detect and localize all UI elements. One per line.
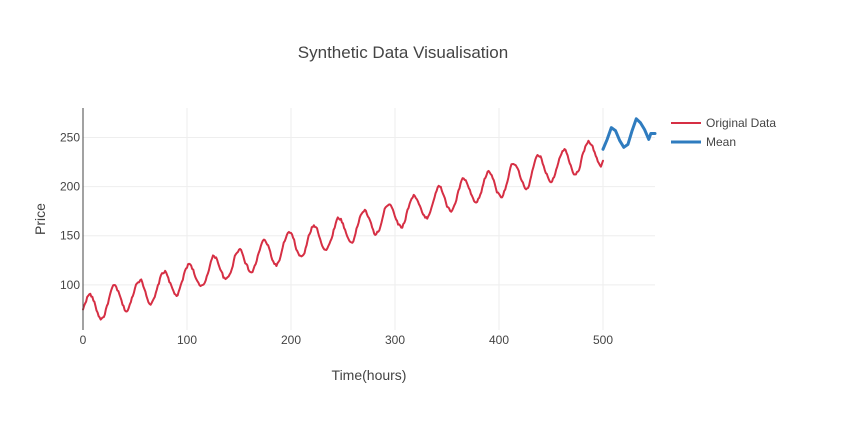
- legend-item[interactable]: Original Data: [671, 116, 776, 130]
- legend-item[interactable]: Mean: [671, 135, 736, 149]
- x-tick-label: 0: [80, 333, 87, 347]
- chart-title: Synthetic Data Visualisation: [298, 43, 508, 62]
- grid: [83, 108, 655, 330]
- series-line-mean: [601, 117, 657, 151]
- axes: 0 100 200 300 400 500 100 150 200 250: [60, 108, 613, 347]
- legend-label: Original Data: [706, 116, 776, 130]
- x-tick-label: 500: [593, 333, 613, 347]
- plot-area: [82, 117, 657, 321]
- y-tick-label: 250: [60, 130, 80, 144]
- y-axis-title: Price: [32, 203, 48, 235]
- x-tick-label: 200: [281, 333, 301, 347]
- y-tick-label: 100: [60, 278, 80, 292]
- x-tick-label: 100: [177, 333, 197, 347]
- y-tick-label: 150: [60, 229, 80, 243]
- legend-label: Mean: [706, 135, 736, 149]
- legend[interactable]: Original Data Mean: [671, 116, 776, 149]
- x-axis-title: Time(hours): [332, 367, 407, 383]
- x-tick-label: 300: [385, 333, 405, 347]
- series-line-original-data: [82, 139, 604, 321]
- y-tick-label: 200: [60, 180, 80, 194]
- x-tick-label: 400: [489, 333, 509, 347]
